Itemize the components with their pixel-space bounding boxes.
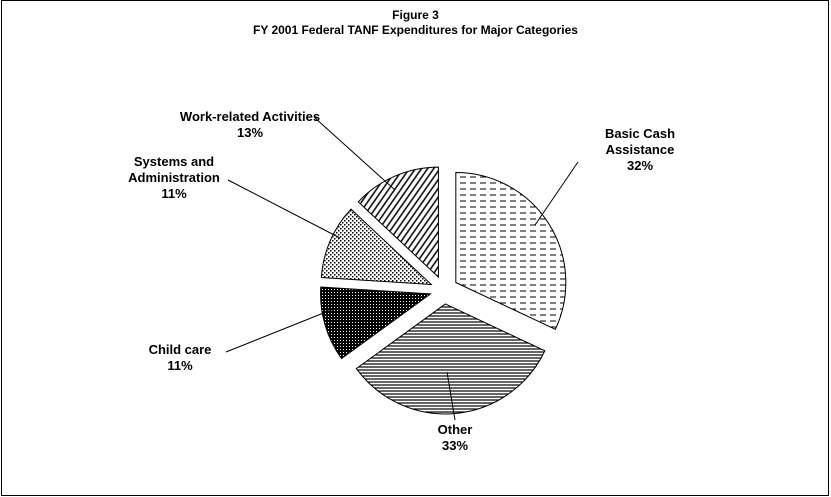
leader-line (313, 116, 396, 191)
pie-slice (357, 166, 439, 279)
slice-label: Basic Cash Assistance 32% (592, 126, 688, 174)
value-label: 11% (161, 186, 187, 201)
pie-slice (320, 208, 433, 286)
chart-title: Figure 3 (392, 8, 439, 22)
value-label: 13% (236, 125, 264, 140)
slice-label: Other 33% (415, 422, 495, 454)
leader-line (227, 179, 341, 239)
slice-label: Child care 11% (130, 342, 230, 374)
slice-label: Systems and Administration 11% (118, 154, 230, 202)
category-label: Work-related Activities (179, 109, 321, 124)
slice-label: Work-related Activities 13% (150, 109, 350, 141)
leader-line (534, 161, 579, 226)
pie-slice (455, 171, 567, 330)
value-label: 32% (626, 158, 654, 173)
category-label: Systems and Administration (128, 154, 220, 185)
leader-line (446, 371, 456, 421)
pie-slice (320, 286, 432, 360)
category-label: Child care (148, 342, 212, 357)
category-label: Other (437, 422, 473, 437)
value-label: 33% (441, 438, 469, 453)
category-label: Basic Cash Assistance (604, 126, 676, 157)
leader-line (225, 307, 337, 353)
pie-slice (355, 303, 546, 415)
value-label: 11% (167, 358, 193, 373)
chart-subtitle: FY 2001 Federal TANF Expenditures for Ma… (253, 23, 578, 37)
